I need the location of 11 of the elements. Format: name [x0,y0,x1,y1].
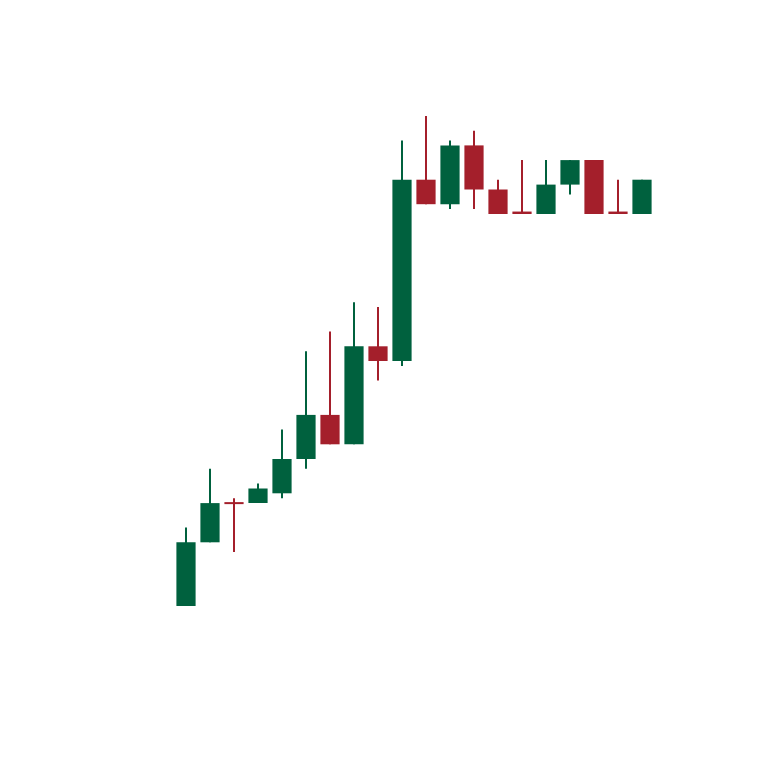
candlestick [536,159,556,215]
candlestick [464,129,484,211]
candlestick [296,350,316,470]
candlestick [272,428,292,500]
candlestick [560,159,580,196]
candlestick [368,306,388,382]
candlestick [224,497,244,554]
candlestick [320,330,340,446]
candlestick [200,467,220,544]
candlestick [488,178,508,215]
candlestick [416,115,436,206]
